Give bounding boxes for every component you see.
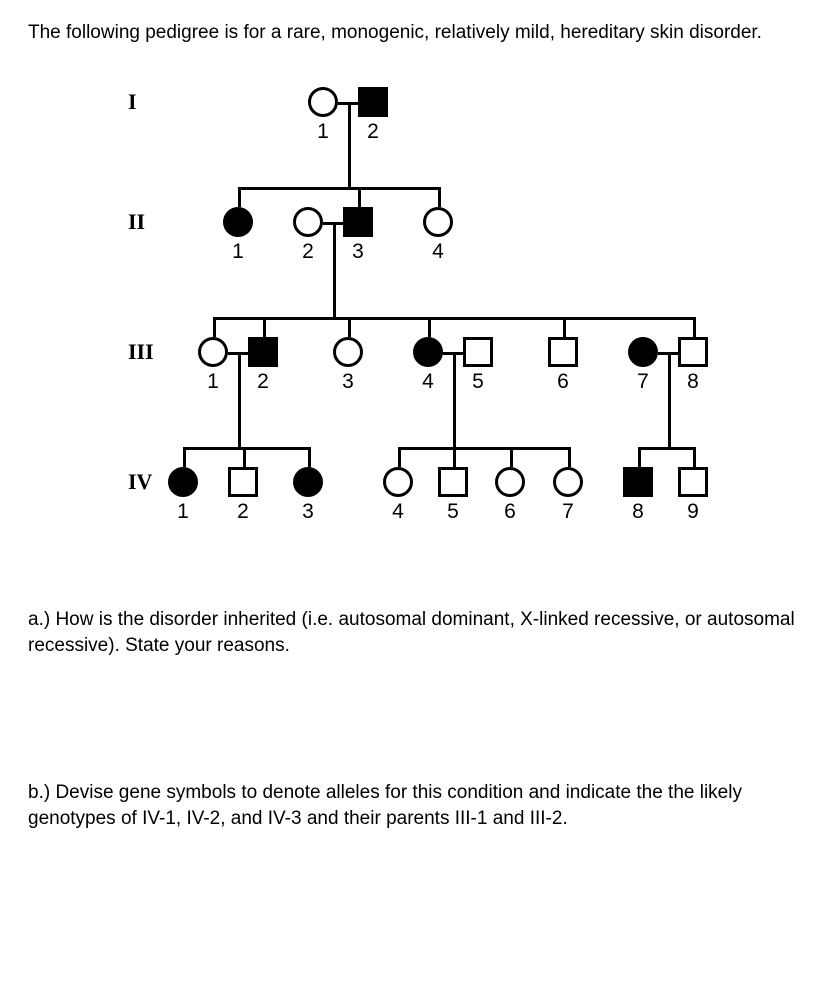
- pedigree-square: [548, 337, 578, 367]
- pedigree-circle: [333, 337, 363, 367]
- individual-number: 4: [413, 370, 443, 394]
- descent-line: [453, 352, 456, 447]
- individual-number: 7: [553, 500, 583, 524]
- individual-number: 2: [248, 370, 278, 394]
- sibship-bar: [398, 447, 571, 450]
- pedigree-circle: [383, 467, 413, 497]
- individual-number: 2: [293, 240, 323, 264]
- child-drop-line: [263, 317, 266, 337]
- pedigree-circle: [223, 207, 253, 237]
- child-drop-line: [348, 317, 351, 337]
- individual-number: 8: [623, 500, 653, 524]
- individual-number: 4: [423, 240, 453, 264]
- descent-line: [333, 222, 336, 317]
- individual-number: 1: [198, 370, 228, 394]
- individual-number: 1: [223, 240, 253, 264]
- pedigree-square: [678, 337, 708, 367]
- child-drop-line: [243, 447, 246, 467]
- intro-text: The following pedigree is for a rare, mo…: [28, 20, 811, 47]
- descent-line: [668, 352, 671, 447]
- child-drop-line: [568, 447, 571, 467]
- pedigree-circle: [308, 87, 338, 117]
- pedigree-square: [343, 207, 373, 237]
- pedigree-square: [248, 337, 278, 367]
- generation-label: IV: [128, 469, 152, 495]
- individual-number: 3: [343, 240, 373, 264]
- child-drop-line: [438, 187, 441, 207]
- pedigree-square: [438, 467, 468, 497]
- generation-label: III: [128, 339, 154, 365]
- individual-number: 4: [383, 500, 413, 524]
- pedigree-circle: [293, 467, 323, 497]
- pedigree-circle: [553, 467, 583, 497]
- individual-number: 8: [678, 370, 708, 394]
- pedigree-circle: [293, 207, 323, 237]
- descent-line: [348, 102, 351, 187]
- pedigree-circle: [628, 337, 658, 367]
- child-drop-line: [358, 187, 361, 207]
- individual-number: 3: [293, 500, 323, 524]
- sibship-bar: [238, 187, 441, 190]
- individual-number: 5: [463, 370, 493, 394]
- individual-number: 1: [308, 120, 338, 144]
- sibship-bar: [183, 447, 311, 450]
- sibship-bar: [638, 447, 696, 450]
- descent-line: [238, 352, 241, 447]
- child-drop-line: [213, 317, 216, 337]
- individual-number: 6: [495, 500, 525, 524]
- generation-label: II: [128, 209, 145, 235]
- individual-number: 1: [168, 500, 198, 524]
- pedigree-circle: [168, 467, 198, 497]
- question-a: a.) How is the disorder inherited (i.e. …: [28, 607, 811, 660]
- child-drop-line: [563, 317, 566, 337]
- pedigree-chart: I12II1234III12345678IV123456789: [28, 77, 808, 577]
- sibship-bar: [213, 317, 696, 320]
- individual-number: 6: [548, 370, 578, 394]
- pedigree-square: [678, 467, 708, 497]
- child-drop-line: [428, 317, 431, 337]
- individual-number: 9: [678, 500, 708, 524]
- question-b: b.) Devise gene symbols to denote allele…: [28, 780, 811, 833]
- pedigree-square: [228, 467, 258, 497]
- child-drop-line: [238, 187, 241, 207]
- child-drop-line: [183, 447, 186, 467]
- individual-number: 7: [628, 370, 658, 394]
- pedigree-circle: [495, 467, 525, 497]
- child-drop-line: [308, 447, 311, 467]
- child-drop-line: [398, 447, 401, 467]
- child-drop-line: [510, 447, 513, 467]
- child-drop-line: [453, 447, 456, 467]
- pedigree-circle: [423, 207, 453, 237]
- child-drop-line: [638, 447, 641, 467]
- pedigree-square: [623, 467, 653, 497]
- individual-number: 3: [333, 370, 363, 394]
- pedigree-circle: [198, 337, 228, 367]
- individual-number: 2: [228, 500, 258, 524]
- pedigree-circle: [413, 337, 443, 367]
- child-drop-line: [693, 317, 696, 337]
- child-drop-line: [693, 447, 696, 467]
- pedigree-square: [463, 337, 493, 367]
- individual-number: 2: [358, 120, 388, 144]
- generation-label: I: [128, 89, 137, 115]
- individual-number: 5: [438, 500, 468, 524]
- pedigree-square: [358, 87, 388, 117]
